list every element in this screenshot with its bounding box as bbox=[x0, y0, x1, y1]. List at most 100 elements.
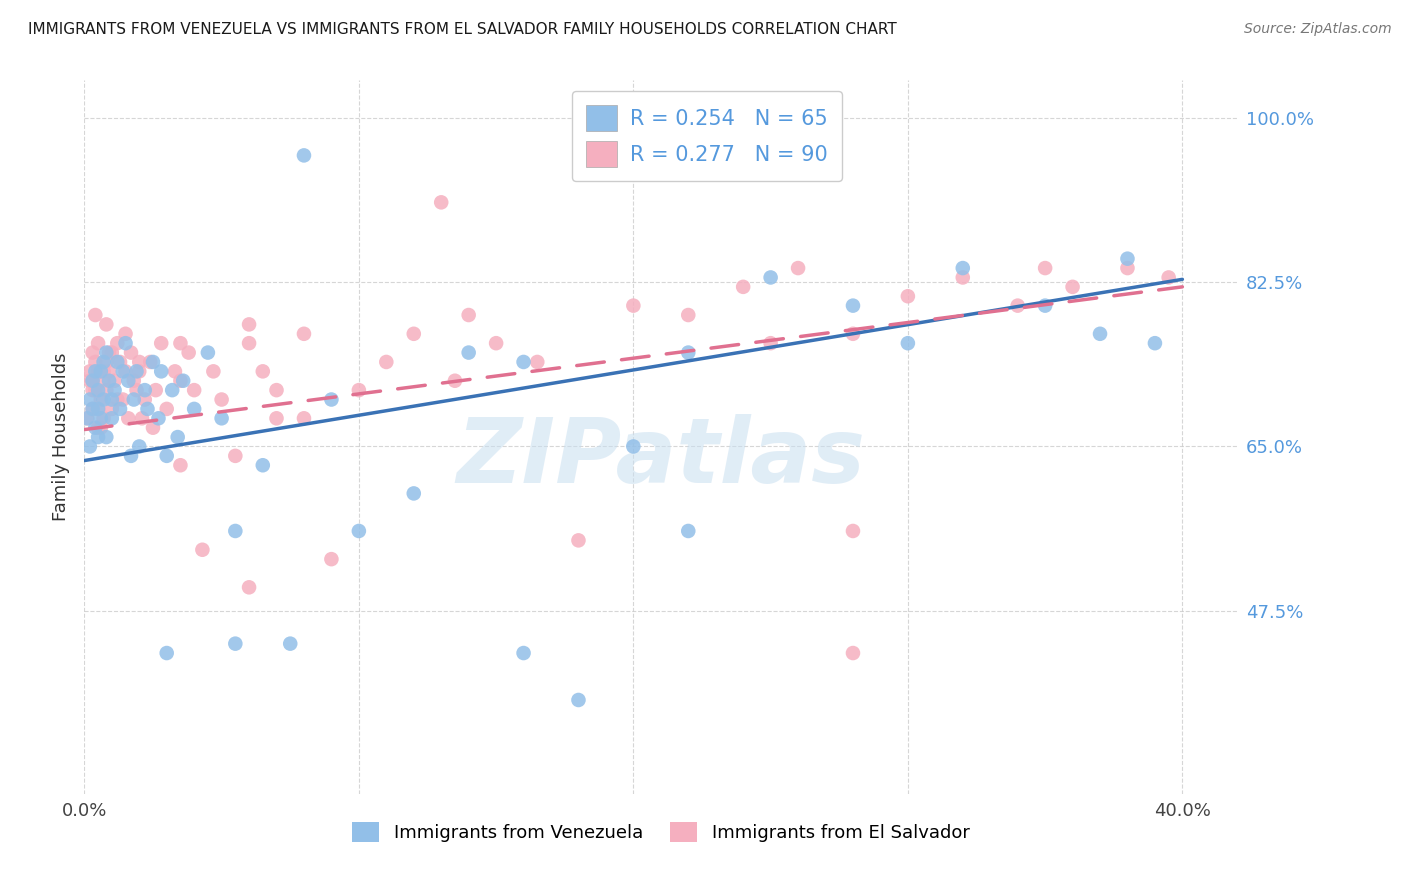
Point bbox=[87, 336, 110, 351]
Point bbox=[84, 383, 107, 397]
Point bbox=[169, 458, 191, 473]
Point bbox=[678, 345, 700, 359]
Point bbox=[98, 345, 121, 359]
Point bbox=[759, 270, 782, 285]
Point bbox=[1157, 270, 1180, 285]
Point bbox=[96, 318, 118, 332]
Point bbox=[98, 364, 121, 378]
Point bbox=[131, 411, 153, 425]
Text: IMMIGRANTS FROM VENEZUELA VS IMMIGRANTS FROM EL SALVADOR FAMILY HOUSEHOLDS CORRE: IMMIGRANTS FROM VENEZUELA VS IMMIGRANTS … bbox=[28, 22, 897, 37]
Point bbox=[120, 449, 142, 463]
Point bbox=[1033, 261, 1056, 276]
Point bbox=[103, 374, 125, 388]
Point bbox=[82, 345, 104, 359]
Point bbox=[114, 364, 136, 378]
Point bbox=[169, 336, 191, 351]
Point bbox=[98, 374, 121, 388]
Point bbox=[183, 401, 205, 416]
Point bbox=[156, 449, 179, 463]
Point bbox=[87, 383, 110, 397]
Point bbox=[897, 336, 920, 351]
Point bbox=[347, 524, 370, 538]
Point bbox=[108, 355, 131, 369]
Point bbox=[87, 420, 110, 434]
Point bbox=[128, 355, 150, 369]
Point bbox=[266, 411, 288, 425]
Point bbox=[90, 420, 112, 434]
Point bbox=[134, 392, 156, 407]
Point bbox=[114, 336, 136, 351]
Point bbox=[160, 383, 183, 397]
Point bbox=[567, 533, 589, 548]
Point bbox=[82, 401, 104, 416]
Point bbox=[252, 364, 274, 378]
Point bbox=[842, 326, 865, 341]
Point bbox=[211, 392, 233, 407]
Point bbox=[79, 440, 101, 454]
Point bbox=[897, 289, 920, 303]
Point bbox=[82, 374, 104, 388]
Point bbox=[101, 392, 124, 407]
Point bbox=[621, 299, 644, 313]
Point bbox=[150, 336, 173, 351]
Point bbox=[150, 364, 173, 378]
Point bbox=[84, 420, 107, 434]
Point bbox=[1062, 280, 1084, 294]
Point bbox=[139, 355, 162, 369]
Point bbox=[136, 401, 159, 416]
Point bbox=[321, 392, 343, 407]
Point bbox=[120, 345, 142, 359]
Point bbox=[101, 345, 124, 359]
Point bbox=[266, 383, 288, 397]
Point bbox=[238, 580, 260, 594]
Point bbox=[402, 486, 425, 500]
Point bbox=[122, 374, 145, 388]
Point bbox=[292, 411, 315, 425]
Text: ZIPatlas: ZIPatlas bbox=[457, 415, 865, 502]
Point bbox=[96, 383, 118, 397]
Point bbox=[96, 430, 118, 444]
Point bbox=[842, 299, 865, 313]
Point bbox=[1088, 326, 1111, 341]
Point bbox=[787, 261, 810, 276]
Y-axis label: Family Households: Family Households bbox=[52, 353, 70, 521]
Point bbox=[125, 383, 148, 397]
Point bbox=[105, 392, 128, 407]
Point bbox=[278, 637, 301, 651]
Point bbox=[122, 392, 145, 407]
Point bbox=[457, 345, 479, 359]
Point bbox=[1116, 261, 1139, 276]
Point bbox=[128, 364, 150, 378]
Point bbox=[87, 401, 110, 416]
Point bbox=[172, 374, 194, 388]
Point bbox=[163, 364, 186, 378]
Point bbox=[93, 392, 115, 407]
Point bbox=[82, 383, 104, 397]
Point bbox=[84, 308, 107, 322]
Point bbox=[90, 411, 112, 425]
Point bbox=[678, 524, 700, 538]
Point bbox=[169, 374, 191, 388]
Point bbox=[93, 411, 115, 425]
Point bbox=[142, 420, 165, 434]
Point bbox=[84, 364, 107, 378]
Point bbox=[142, 355, 165, 369]
Text: Source: ZipAtlas.com: Source: ZipAtlas.com bbox=[1244, 22, 1392, 37]
Point bbox=[485, 336, 508, 351]
Point bbox=[321, 552, 343, 566]
Point bbox=[134, 383, 156, 397]
Point bbox=[444, 374, 467, 388]
Point bbox=[87, 364, 110, 378]
Point bbox=[90, 364, 112, 378]
Point bbox=[114, 326, 136, 341]
Point bbox=[842, 524, 865, 538]
Point bbox=[90, 364, 112, 378]
Point bbox=[759, 336, 782, 351]
Point bbox=[93, 374, 115, 388]
Point bbox=[101, 411, 124, 425]
Point bbox=[292, 326, 315, 341]
Point bbox=[292, 148, 315, 162]
Point bbox=[93, 364, 115, 378]
Point bbox=[238, 336, 260, 351]
Point bbox=[238, 318, 260, 332]
